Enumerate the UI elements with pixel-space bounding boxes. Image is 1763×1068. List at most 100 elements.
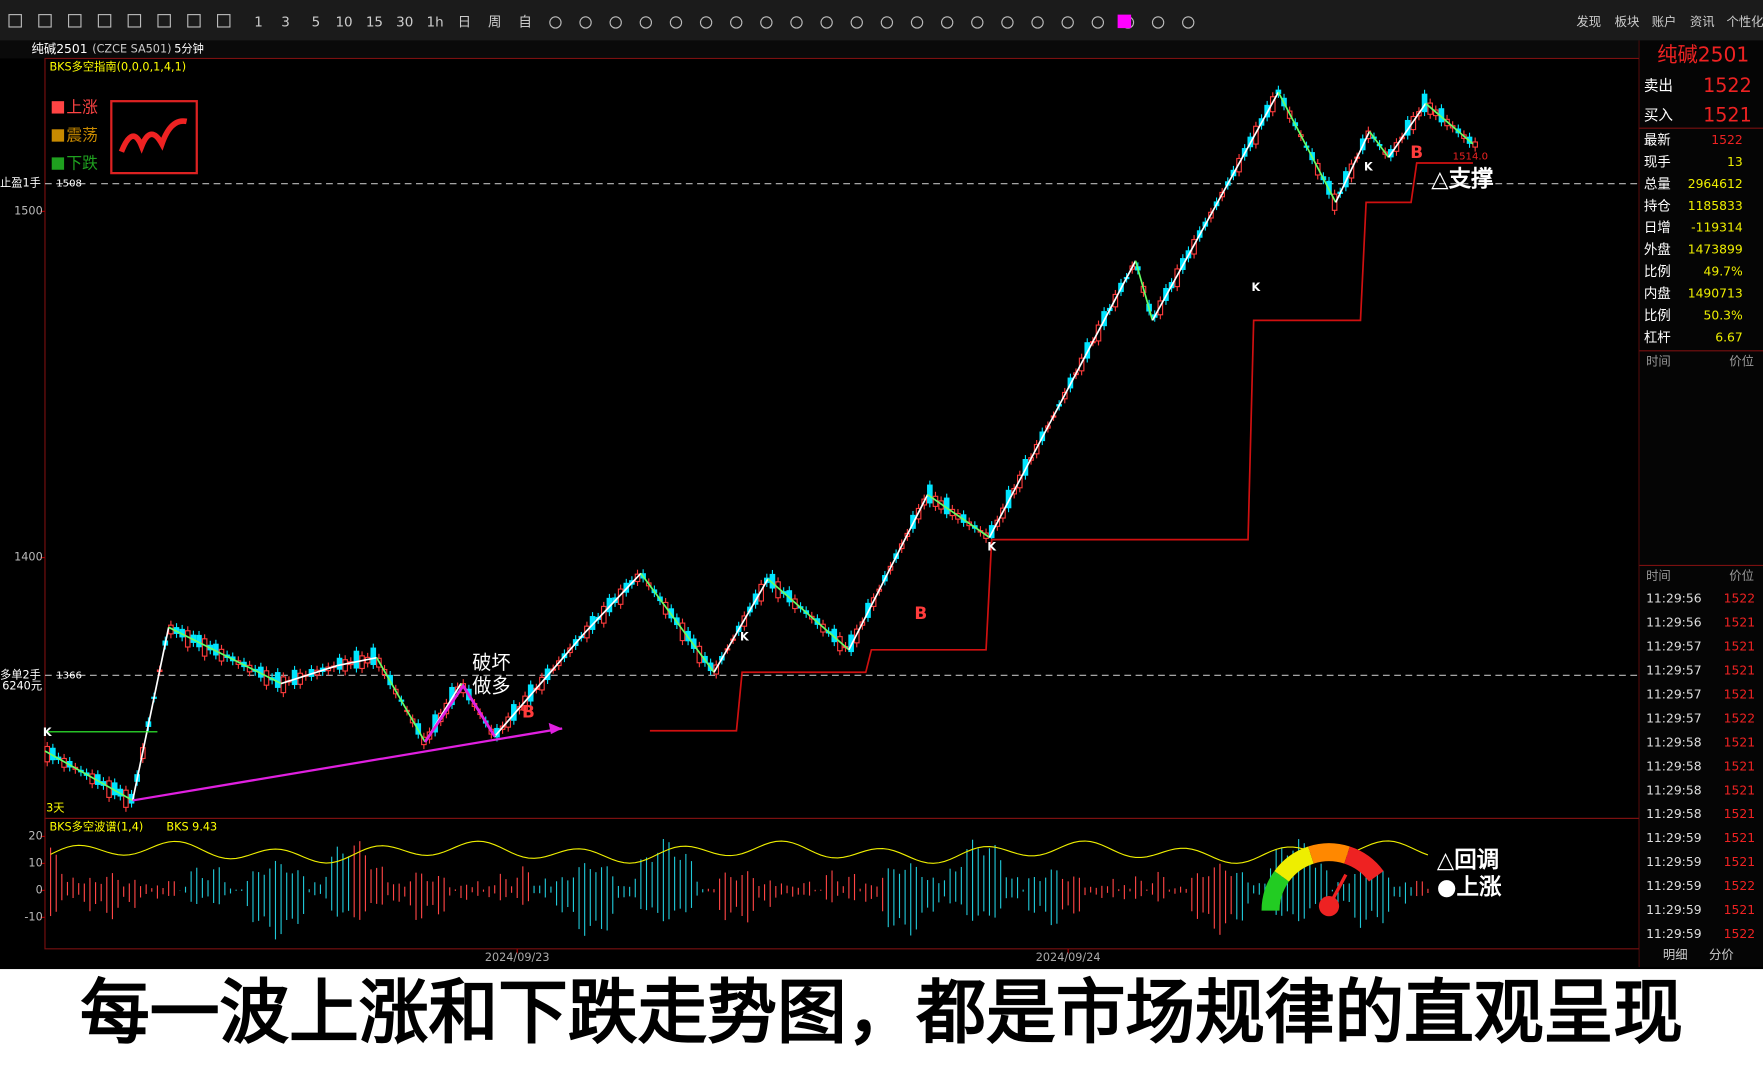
tool-icon[interactable] [880, 16, 894, 29]
legend-swatch [51, 157, 65, 170]
trend-line [131, 627, 170, 801]
list-header: 时间 [1646, 569, 1671, 583]
tool-icon[interactable] [187, 14, 201, 28]
gauge-arc [1274, 846, 1315, 882]
tool-icon[interactable] [1091, 16, 1105, 29]
osc-tick-label: 0 [36, 883, 43, 896]
period-button[interactable]: 3 [281, 14, 290, 30]
period-button[interactable]: 1 [254, 14, 263, 30]
tool-icon[interactable] [940, 16, 954, 29]
tool-icon[interactable] [157, 14, 171, 28]
tool-icon[interactable] [730, 16, 743, 29]
period-button[interactable]: 日 [458, 14, 472, 30]
tool-icon[interactable] [1182, 16, 1195, 29]
tool-icon[interactable] [639, 16, 653, 29]
candle-body [1005, 489, 1012, 509]
period-button[interactable]: 周 [488, 14, 502, 30]
trend-line [988, 260, 1137, 538]
tool-icon[interactable] [1001, 16, 1014, 29]
caption-band [0, 969, 1763, 1068]
period-button[interactable]: 30 [396, 14, 413, 30]
trend-line [1134, 260, 1154, 321]
tool-icon[interactable] [609, 16, 622, 29]
tool-icon[interactable] [850, 16, 863, 29]
tick-time: 11:29:59 [1646, 879, 1702, 893]
content: 1 3 5 10 15 30 1h 日周自发现 板块 账户 资讯 个性化纯碱2501 (CZCE SA5… [0, 14, 1763, 964]
annotation: 3天 [46, 801, 64, 814]
candle-body [1253, 125, 1259, 145]
tool-icon[interactable] [38, 14, 52, 28]
osc-tick-label: 10 [28, 856, 42, 869]
candle-body [1331, 193, 1338, 211]
trend-line [1277, 91, 1337, 203]
menu-item[interactable]: 账户 [1652, 14, 1677, 29]
period-button[interactable]: 15 [366, 14, 383, 30]
tick-time: 11:29:59 [1646, 855, 1702, 869]
osc-value: BKS 9.43 [166, 820, 217, 833]
menu-item[interactable]: 发现 [1576, 14, 1601, 29]
osc-legend: △回调 [1437, 848, 1499, 874]
candle-body [1410, 115, 1417, 131]
tool-icon[interactable] [699, 16, 713, 29]
symbol-period[interactable]: 5分钟 [174, 41, 204, 55]
menu-item[interactable]: 板块 [1615, 15, 1640, 29]
tool-icon[interactable] [820, 16, 833, 29]
trend-line [927, 493, 990, 539]
tick-price: 1521 [1724, 807, 1755, 821]
symbol-bar [0, 40, 1763, 59]
trend-line [848, 494, 929, 651]
period-button[interactable]: 自 [518, 14, 532, 30]
tool-icon[interactable] [8, 14, 22, 28]
legend-swatch [51, 101, 65, 114]
quote-row-value: 49.7% [1703, 265, 1743, 279]
tick-price: 1522 [1724, 711, 1755, 725]
annotation: 破坏 [472, 651, 510, 674]
tool-icon[interactable] [97, 14, 112, 28]
period-button[interactable]: 10 [335, 14, 352, 30]
tool-icon[interactable] [127, 14, 142, 28]
tick-price: 1521 [1724, 831, 1755, 845]
candle-body [291, 669, 298, 686]
quote-row-value: 2964612 [1688, 177, 1743, 191]
tool-icon[interactable] [669, 16, 683, 29]
tool-icon[interactable] [760, 16, 773, 29]
signal: K [1364, 161, 1374, 174]
candle-body [1174, 268, 1181, 288]
tool-icon[interactable] [549, 16, 562, 29]
color-swatch[interactable] [1117, 14, 1132, 29]
period-button[interactable]: 1h [427, 14, 444, 30]
panel-tab[interactable]: 分价 [1709, 948, 1734, 962]
tool-icon[interactable] [971, 16, 984, 29]
tool-icon[interactable] [579, 16, 592, 29]
candle-body [1472, 141, 1478, 148]
legend-label: 震荡 [66, 126, 97, 145]
menu-item[interactable]: 个性化 [1726, 15, 1763, 29]
tool-icon[interactable] [910, 16, 924, 29]
candle-body [758, 583, 765, 602]
candle-body [1269, 96, 1276, 113]
tick-price: 1521 [1724, 855, 1755, 869]
candle-body [359, 655, 365, 670]
tool-icon[interactable] [1061, 16, 1074, 29]
menu-item[interactable]: 资讯 [1690, 15, 1715, 29]
symbol-code: (CZCE SA501) [92, 42, 171, 55]
tool-icon[interactable] [790, 16, 803, 29]
tool-icon[interactable] [1151, 16, 1165, 29]
candle-body [44, 745, 51, 763]
tick-price: 1521 [1724, 759, 1755, 773]
quote-price: 1521 [1703, 103, 1752, 126]
annotation: 1514.0 [1453, 151, 1488, 162]
tool-icon[interactable] [68, 14, 82, 28]
trend-line [640, 572, 715, 673]
period-button[interactable]: 5 [312, 14, 321, 30]
trend-line [375, 657, 426, 743]
tool-icon[interactable] [217, 14, 231, 28]
list-header: 价位 [1729, 568, 1754, 583]
panel-tab[interactable]: 明细 [1663, 948, 1688, 962]
candle-body [274, 672, 281, 688]
osc-line [50, 840, 1429, 864]
logo-mark [118, 118, 188, 154]
candle-body [1191, 239, 1197, 255]
tool-icon[interactable] [1031, 16, 1044, 29]
